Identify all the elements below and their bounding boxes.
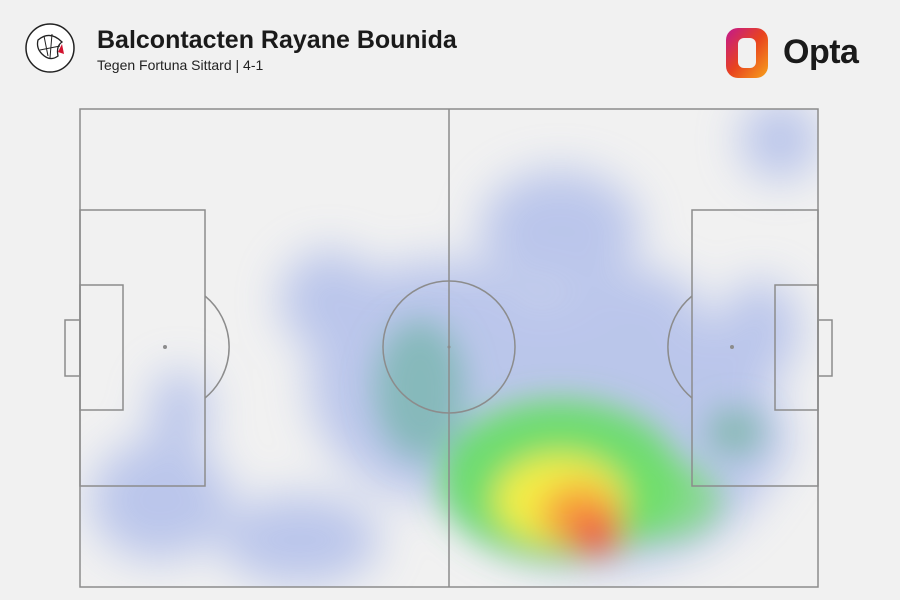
penalty-spot: [730, 345, 734, 349]
brand: Opta: [783, 33, 859, 71]
penalty-spot: [163, 345, 167, 349]
brand-icon: [726, 28, 768, 78]
subtitle: Tegen Fortuna Sittard | 4-1: [97, 57, 264, 73]
heatmap: [90, 109, 818, 585]
club-badge: [25, 23, 75, 73]
title: Balcontacten Rayane Bounida: [97, 26, 457, 54]
center-spot: [447, 345, 451, 349]
